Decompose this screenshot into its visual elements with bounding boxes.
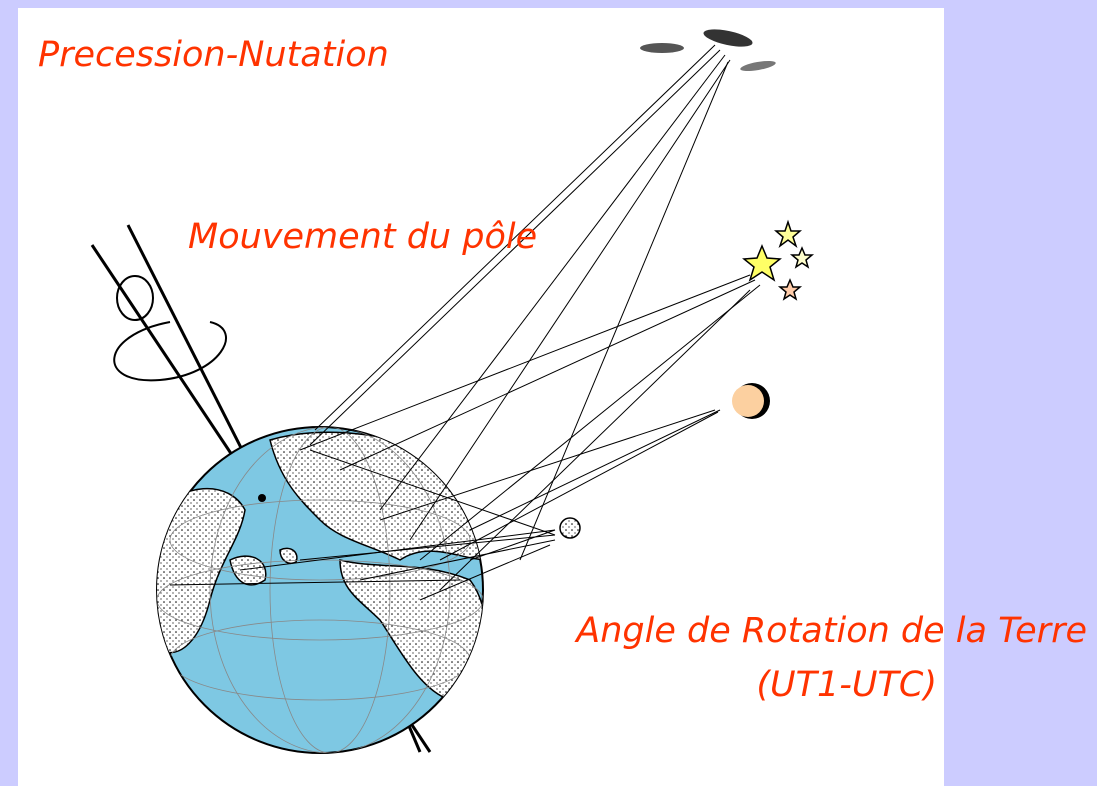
satellite (559, 517, 581, 539)
label: (UT1-UTC) (756, 665, 937, 705)
stars (742, 219, 815, 301)
earth (156, 426, 484, 754)
label: Mouvement du pôle (188, 217, 537, 257)
label: Precession-Nutation (38, 35, 389, 75)
label: Angle de Rotation de la Terre (574, 611, 1087, 651)
moon (732, 383, 770, 419)
observation-rays (169, 44, 761, 601)
quasars (640, 29, 776, 72)
